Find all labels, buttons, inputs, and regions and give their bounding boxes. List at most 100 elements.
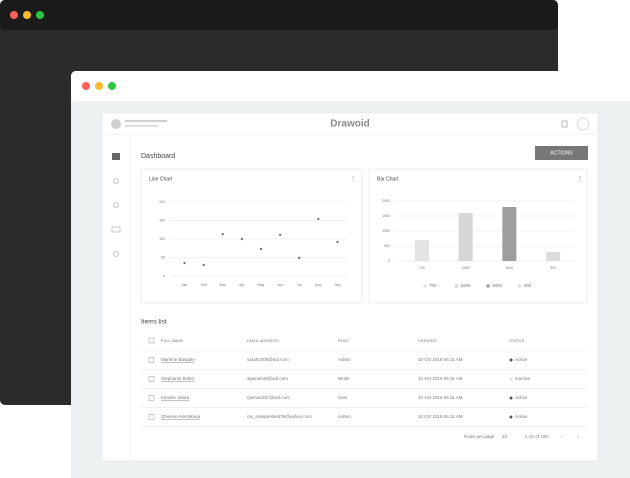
cell: Active [515,395,528,400]
user-link[interactable]: Marlene Basgate [161,357,196,362]
close[interactable] [10,11,18,19]
maximize[interactable] [36,11,44,19]
y-tick-label: 0 [388,259,390,263]
legend-label: 1600 [461,283,472,288]
x-tick-label: Mar [220,283,227,287]
point [317,217,320,221]
cell: 10 Oct 2016 06:11 AM [418,376,463,381]
chart-card [368,168,588,304]
cell: ms_independent76@yahoo.com [247,414,312,419]
page-range: 1-10 of 100 [525,434,548,439]
chart-title: Bar Chart [377,176,399,182]
chart-card [140,168,363,304]
y-tick-label: 2000 [382,199,390,203]
status-dot [509,377,513,381]
cell: Inactive [515,376,531,381]
x-tick-label: 300 [550,266,556,270]
cell: stjames49@aol.com [247,376,288,381]
dashboard-icon[interactable] [112,153,120,160]
section-title: Items list [141,319,167,326]
minimize[interactable] [95,82,103,90]
legend-label: 700 [429,283,437,288]
legend-swatch [486,284,490,288]
status-dot [509,396,513,400]
x-tick-label: Sep [334,283,340,287]
y-tick-label: 500 [384,244,390,248]
cell: Writer [338,376,350,381]
column-header: STATUS [509,338,525,343]
status-dot [509,358,513,362]
checkbox[interactable] [148,376,155,382]
cell: sarah1006@aol.com [247,357,289,362]
x-tick-label: Jul [297,283,302,287]
menu-icon[interactable]: ⋮ [577,177,583,183]
settings-icon[interactable] [113,251,119,257]
bar [458,213,473,261]
maximize[interactable] [108,82,116,90]
mail-icon[interactable] [111,226,121,233]
x-tick-label: Feb [201,283,207,287]
column-header: FULL NAME [161,338,184,343]
menu-icon[interactable]: ⋮ [350,177,356,183]
status-dot [509,415,513,419]
avatar[interactable] [111,119,121,129]
bar [502,207,517,261]
legend-label: 1800 [492,283,503,288]
checkbox[interactable] [148,414,155,420]
brand: Drawoid [330,119,369,130]
point [259,247,263,251]
x-tick-label: 700 [419,266,425,270]
y-tick-label: 1500 [382,214,390,218]
point [336,240,339,244]
point [183,261,186,265]
bar [546,252,561,261]
column-header: CREATED [418,338,437,343]
placeholder-line [125,120,167,122]
user-link[interactable]: Kendric Iwaka [161,395,190,400]
notification-icon[interactable] [561,120,568,128]
column-header: EMAIL ADDRESS [247,338,279,343]
page-title: Dashboard [141,153,175,160]
user-link[interactable]: Stephanie Butler [161,376,195,381]
x-tick-label: May [258,283,265,287]
checkbox[interactable] [148,395,155,401]
cell: Admin [338,357,351,362]
profile-button[interactable] [576,117,590,131]
cell: 10 Oct 2016 06:11 AM [418,357,463,362]
actions-label: ACTIONS [550,150,573,156]
minimize[interactable] [23,11,31,19]
column-header: ROLE [338,338,349,343]
rows-per-page[interactable]: 10 [502,434,508,439]
prev-page[interactable]: ‹ [561,435,563,441]
cell: Active [515,414,528,419]
checkbox[interactable] [148,337,155,344]
x-tick-label: Apr [239,283,245,287]
point [298,256,301,260]
tools-icon[interactable] [113,202,119,208]
point [221,232,224,236]
user-link[interactable]: Chinese Alemafuna [161,414,201,419]
checkbox[interactable] [148,357,155,363]
x-tick-label: Aug [315,283,321,287]
y-tick-label: 150 [159,218,165,222]
chart-title: Line Chart [149,176,173,182]
close[interactable] [82,82,90,90]
cell: Active [515,357,528,362]
placeholder-line [125,125,158,127]
x-tick-label: Jan [182,283,188,287]
y-tick-label: 50 [161,255,165,259]
rows-per-page-label: Rows per page: [464,434,496,439]
y-tick-label: 100 [159,237,165,241]
point [202,263,205,267]
front-titlebar [71,71,630,101]
legend-swatch [517,284,522,288]
cell: ryeman257@aol.com [247,395,290,400]
x-tick-label: 1600 [462,266,470,270]
point [278,233,282,237]
x-tick-label: 1800 [505,266,513,270]
y-tick-label: 200 [159,200,165,204]
users-icon[interactable] [113,178,119,184]
next-page[interactable]: › [577,435,579,441]
x-tick-label: Jun [277,283,283,287]
actions-button[interactable] [535,146,588,160]
